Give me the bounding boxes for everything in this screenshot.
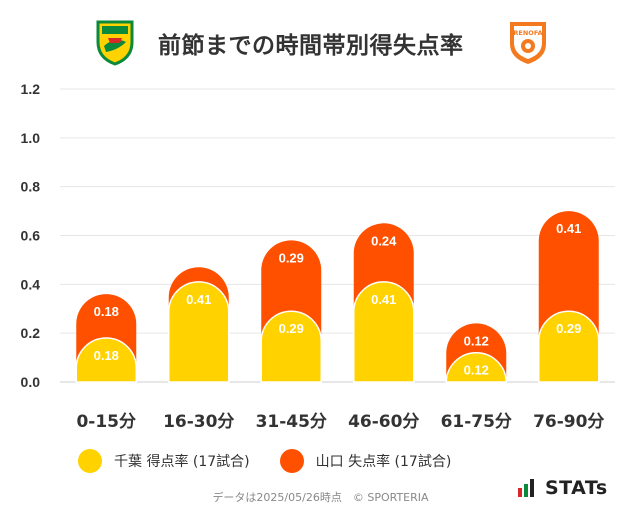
jef-united-crest-icon (92, 16, 138, 70)
y-tick-label: 0.2 (21, 325, 41, 341)
data-label-yamaguchi: 0.29 (279, 250, 304, 265)
data-label-chiba: 0.41 (371, 292, 396, 307)
bar-chart: 0.0 0.2 0.4 0.6 0.8 1.0 1.2 0.18 0.18 0-15分 0.41 16… (21, 81, 615, 432)
y-tick-label: 0.4 (21, 276, 41, 292)
y-tick-label: 0.8 (21, 179, 41, 195)
chart-legend: 千葉 得点率 (17試合) 山口 失点率 (17試合) (78, 446, 481, 476)
stats-brand-text: STATs (545, 477, 608, 499)
data-label-yamaguchi: 0.24 (371, 233, 397, 248)
data-label-yamaguchi: 0.41 (556, 221, 581, 236)
stats-bars-icon (518, 479, 534, 497)
legend-label: 山口 失点率 (17試合) (315, 454, 452, 470)
legend-swatch-yellow (78, 449, 102, 473)
y-tick-label: 1.2 (21, 81, 41, 97)
bar-segment-chiba (168, 281, 230, 383)
stats-brand: STATs (517, 477, 608, 499)
data-label-yamaguchi: 0.12 (464, 333, 489, 348)
data-label-chiba: 0.29 (556, 321, 581, 336)
x-tick-label: 61-75分 (441, 412, 512, 432)
x-tick-label: 31-45分 (256, 412, 327, 432)
renofa-yamaguchi-crest-icon: RENOFA (506, 16, 550, 70)
bar-segment-chiba (353, 281, 415, 383)
bar-segment-chiba (75, 337, 137, 383)
x-tick-label: 0-15分 (76, 412, 136, 432)
chart-header: 前節までの時間帯別得失点率 RENOFA (0, 0, 641, 80)
chart-title: 前節までの時間帯別得失点率 (158, 33, 464, 59)
footer-note: データは2025/05/26時点 © SPORTERIA (212, 491, 429, 504)
legend-label: 千葉 得点率 (17試合) (114, 454, 250, 470)
data-label-chiba: 0.18 (94, 348, 119, 363)
legend-item-yamaguchi: 山口 失点率 (17試合) (279, 449, 452, 473)
bar-segment-chiba (260, 310, 322, 383)
legend-swatch-orange (279, 449, 304, 473)
y-tick-label: 1.0 (21, 130, 41, 146)
renofa-crest-text: RENOFA (513, 29, 542, 37)
x-tick-label: 76-90分 (533, 412, 604, 432)
data-label-chiba: 0.12 (464, 363, 489, 378)
data-label-chiba: 0.41 (186, 292, 211, 307)
y-tick-label: 0.0 (21, 374, 41, 390)
data-label-yamaguchi: 0.18 (94, 304, 119, 319)
x-tick-label: 46-60分 (348, 412, 419, 432)
bar-segment-chiba (538, 310, 600, 383)
bar-segment-chiba (445, 352, 507, 383)
data-label-chiba: 0.29 (279, 321, 304, 336)
x-tick-label: 16-30分 (163, 412, 234, 432)
y-tick-label: 0.6 (21, 228, 41, 244)
legend-item-chiba: 千葉 得点率 (17試合) (78, 449, 250, 473)
